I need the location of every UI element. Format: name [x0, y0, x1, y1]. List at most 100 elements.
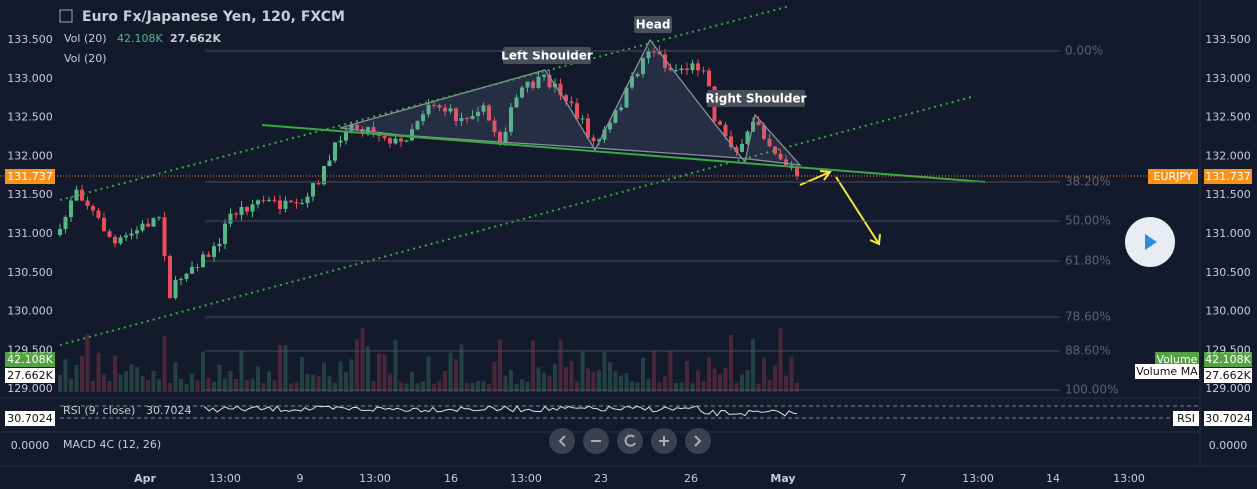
volume-bar	[63, 359, 68, 392]
volume-bar	[415, 383, 420, 392]
reset[interactable]	[617, 428, 643, 454]
volume-bar	[476, 380, 480, 392]
candle	[113, 236, 117, 244]
volume-bar	[146, 380, 150, 392]
candle	[228, 213, 233, 224]
volume-bar	[459, 344, 464, 392]
volume-bar	[619, 375, 623, 392]
candle	[239, 206, 244, 215]
price-label-left: 132.500	[7, 111, 53, 124]
rsi-right: 30.7024	[1205, 412, 1251, 425]
volume-bar	[657, 382, 662, 392]
volume-bar	[481, 381, 486, 392]
volume-bar	[366, 346, 370, 392]
volume-bar	[311, 375, 315, 392]
candle	[426, 104, 431, 115]
price-label-left: 130.000	[7, 305, 53, 318]
candle	[470, 116, 475, 120]
rsi-line	[204, 405, 798, 417]
volume-bar	[91, 380, 95, 392]
candle	[327, 160, 332, 167]
fib-label: 100.00%	[1065, 383, 1118, 397]
scroll-right[interactable]	[685, 428, 711, 454]
volume-bar	[718, 374, 722, 392]
time-label: 13:00	[1113, 472, 1145, 485]
candle	[547, 74, 552, 88]
price-label-left: 129.000	[7, 382, 53, 395]
volume-bar	[685, 360, 689, 392]
time-label: 23	[594, 472, 608, 485]
candle	[393, 138, 398, 144]
candle	[96, 210, 101, 218]
candle	[223, 223, 227, 244]
candle	[322, 166, 326, 185]
candle	[333, 142, 337, 161]
scroll-left[interactable]	[549, 428, 575, 454]
candle	[756, 121, 761, 126]
volume-bar	[630, 381, 634, 392]
volume-bar	[107, 381, 112, 392]
candle	[542, 74, 546, 77]
macd-right: 0.0000	[1209, 439, 1248, 452]
candle	[745, 131, 750, 145]
candle	[696, 63, 700, 71]
volume-bar	[652, 350, 656, 392]
volume-badge	[5, 352, 55, 367]
volume-tag	[1155, 352, 1199, 367]
time-label: 13:00	[359, 472, 391, 485]
candle	[421, 114, 425, 122]
candle	[591, 137, 596, 142]
volume-bar	[393, 339, 398, 392]
candle	[778, 153, 783, 160]
volume-bar	[135, 367, 139, 392]
candle	[652, 51, 656, 53]
symbol-title: Euro Fx/Japanese Yen, 120, FXCM	[82, 9, 345, 25]
candle	[701, 70, 706, 72]
time-label: May	[770, 472, 795, 485]
volume-bar	[283, 344, 288, 392]
volume-bar	[707, 357, 711, 392]
fib-label: 0.00%	[1065, 44, 1103, 58]
volume-bar	[245, 379, 249, 392]
volume-bar	[624, 373, 629, 392]
macd-label: MACD 4C (12, 26)	[63, 438, 161, 451]
candle	[371, 127, 376, 133]
price-label-right: 131.500	[1205, 188, 1251, 201]
candle	[256, 200, 260, 205]
price-label-right: 132.000	[1205, 149, 1251, 162]
candle	[80, 189, 84, 201]
candle	[261, 200, 266, 202]
volume-ma-value: 27.662K	[170, 32, 221, 45]
volume-tag-text: Volume	[1157, 353, 1198, 366]
candle	[602, 129, 607, 140]
volume-bar	[234, 378, 238, 392]
volume-bar	[663, 376, 667, 392]
candles	[58, 45, 799, 417]
volume-badge	[1204, 352, 1252, 367]
volume-bar	[212, 382, 216, 392]
volume-bar	[129, 364, 134, 392]
price-badge	[5, 169, 55, 184]
rsi-label: RSI (9, close)	[63, 404, 135, 417]
candle	[641, 58, 645, 75]
volume-ma-badge	[1204, 368, 1252, 383]
volume-bar	[635, 382, 640, 392]
volume-bar	[756, 383, 761, 392]
volume-bar	[250, 378, 255, 392]
volume-bar	[195, 380, 200, 392]
collapse-icon[interactable]	[59, 9, 73, 23]
volume-bar	[327, 376, 332, 392]
candle	[388, 138, 392, 144]
volume-bar	[124, 371, 128, 392]
candle	[157, 217, 161, 219]
volume-bar	[690, 383, 695, 392]
volume-bar	[531, 340, 535, 392]
candle	[597, 139, 601, 142]
volume-bar	[542, 372, 546, 392]
candle	[459, 117, 464, 121]
candle	[707, 70, 711, 87]
volume-bar	[762, 357, 766, 392]
time-label: 13:00	[962, 472, 994, 485]
time-label: 26	[684, 472, 698, 485]
